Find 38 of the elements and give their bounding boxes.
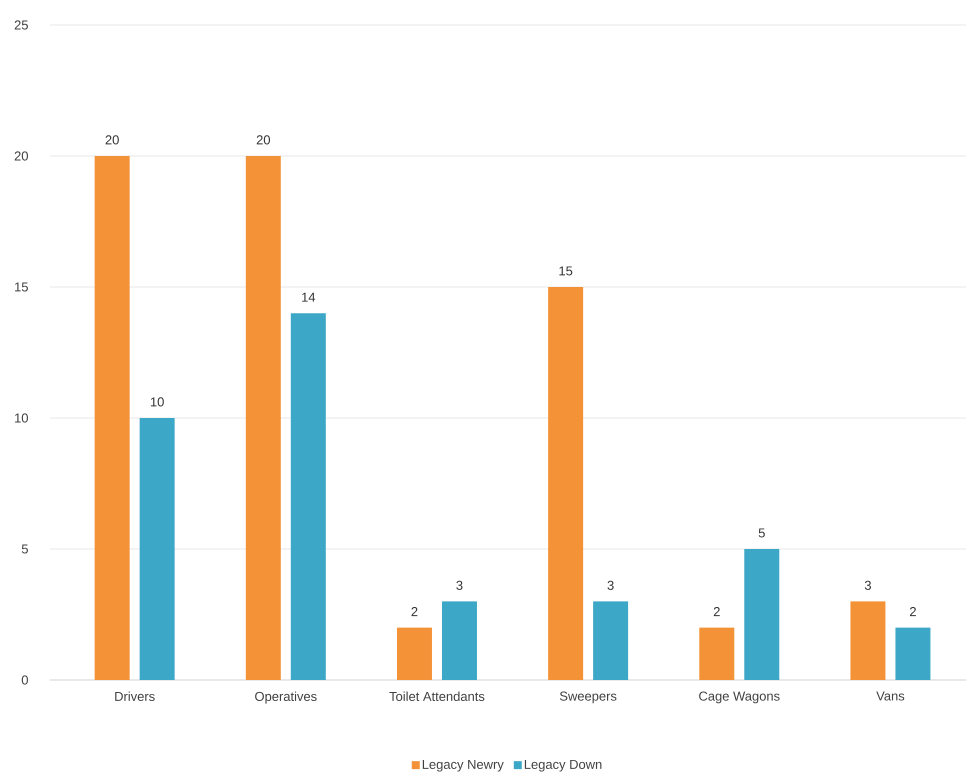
bar — [94, 156, 130, 680]
bar — [850, 601, 886, 680]
x-tick-label: Vans — [876, 692, 904, 701]
bar — [140, 418, 175, 680]
y-tick-label: 0 — [22, 675, 28, 685]
data-label: 3 — [456, 580, 463, 590]
data-label: 3 — [608, 580, 614, 590]
bar — [548, 286, 584, 680]
data-label: 2 — [714, 607, 720, 616]
bar — [895, 628, 930, 680]
legend-label: Legacy Down — [524, 760, 602, 772]
bar — [290, 313, 326, 680]
bar — [396, 628, 432, 680]
bar — [442, 601, 477, 680]
bar — [744, 549, 780, 680]
x-tick-label: Sweepers — [560, 692, 616, 704]
bar — [593, 601, 628, 680]
data-label: 15 — [559, 266, 572, 276]
data-label: 20 — [106, 135, 119, 144]
bar — [699, 628, 734, 680]
y-tick-label: 15 — [15, 282, 28, 292]
bar — [246, 156, 281, 680]
data-label: 20 — [256, 135, 270, 144]
data-label: 10 — [150, 397, 164, 406]
data-label: 2 — [910, 607, 916, 616]
data-label: 5 — [758, 528, 765, 538]
y-tick-label: 25 — [14, 20, 28, 30]
data-label: 3 — [864, 580, 871, 590]
data-label: 2 — [412, 607, 418, 616]
x-tick-label: Cage Wagons — [699, 692, 780, 704]
y-tick-label: 20 — [14, 151, 28, 161]
x-tick-label: Operatives — [255, 692, 317, 704]
x-tick-label: Toilet Attendants — [389, 692, 484, 702]
legend-label: Legacy Newry — [422, 760, 504, 772]
x-tick-label: Drivers — [115, 692, 155, 702]
y-tick-label: 5 — [22, 544, 28, 554]
data-label: 14 — [302, 292, 316, 302]
y-tick-label: 10 — [15, 413, 28, 423]
